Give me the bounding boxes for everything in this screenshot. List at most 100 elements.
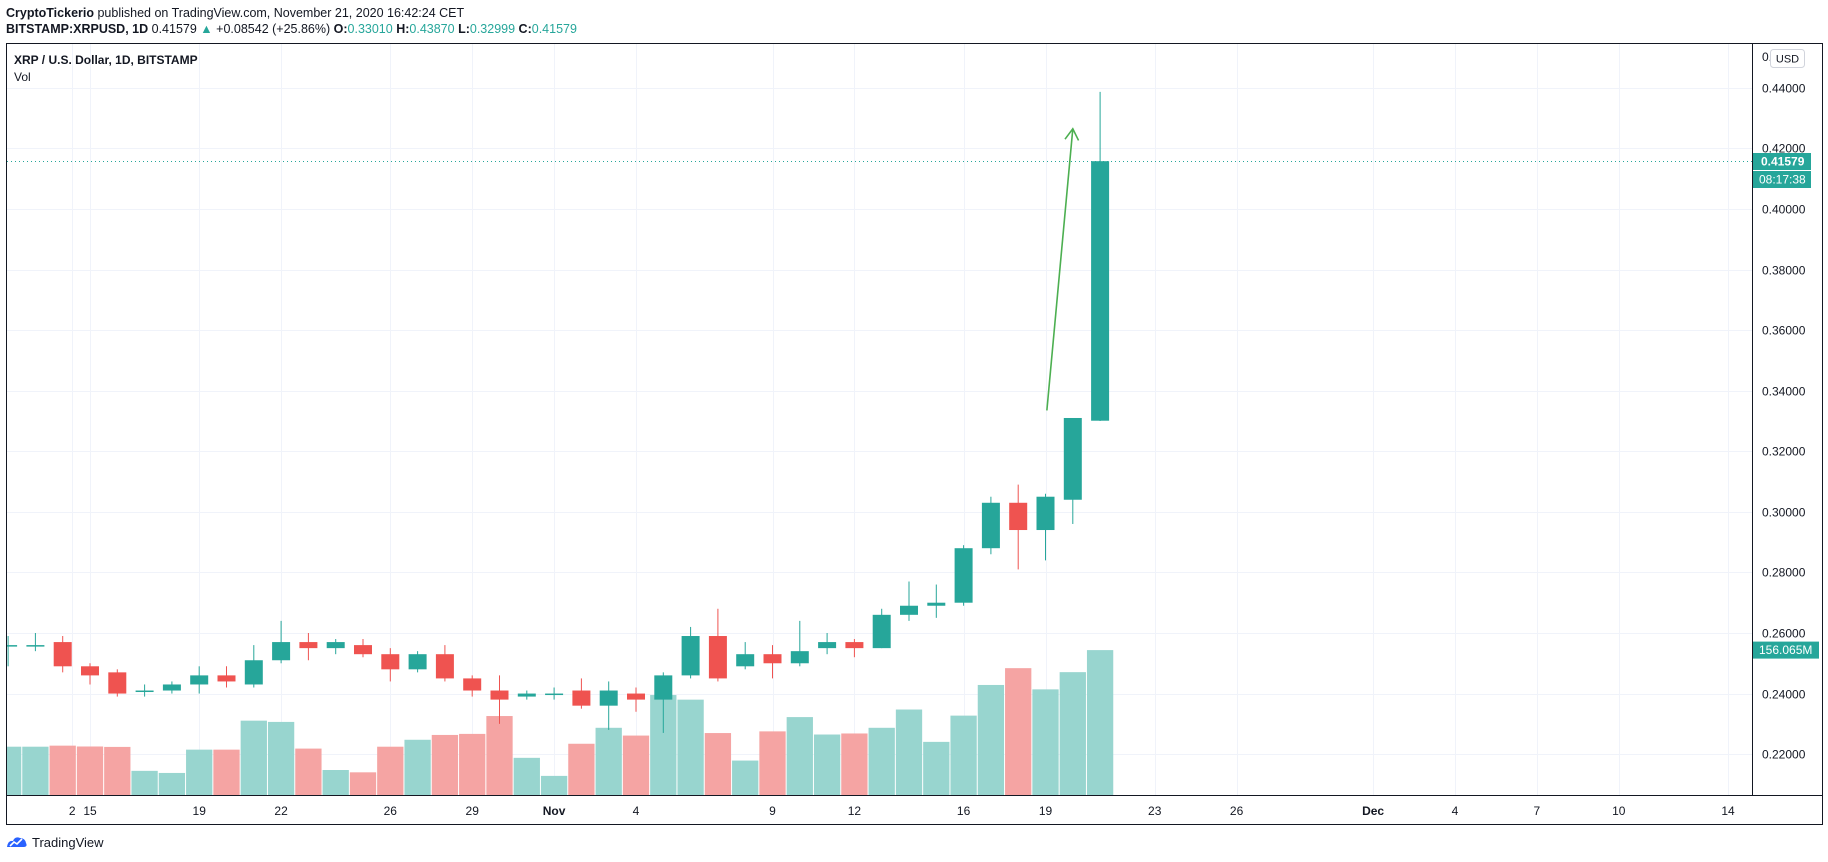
candle-body xyxy=(1091,161,1110,421)
time-tick-label: 29 xyxy=(466,804,480,818)
time-tick-label: Dec xyxy=(1362,804,1384,818)
volume-bar xyxy=(540,775,568,795)
price-tick-label: 0.38000 xyxy=(1762,264,1806,278)
ohlc-line: BITSTAMP:XRPUSD, 1D 0.41579 ▲ +0.08542 (… xyxy=(6,21,577,37)
candle-body xyxy=(1036,496,1055,531)
tradingview-brand[interactable]: TradingView xyxy=(6,834,104,850)
candle-body xyxy=(954,548,973,603)
price-tick-label: 0.30000 xyxy=(1762,506,1806,520)
price-tick-label: 0.44000 xyxy=(1762,82,1806,96)
volume-bar xyxy=(404,739,431,795)
price-tick-label: 0.32000 xyxy=(1762,445,1806,459)
time-tick-label: 16 xyxy=(957,804,971,818)
candle-body xyxy=(900,605,918,615)
candle-body xyxy=(736,654,755,667)
tradingview-logo-icon xyxy=(7,837,27,847)
time-tick-label: 26 xyxy=(1230,804,1244,818)
volume-bar xyxy=(704,733,732,795)
candle-body xyxy=(572,690,591,706)
time-tick-label: 2 xyxy=(69,804,76,818)
time-tick-label: 19 xyxy=(193,804,207,818)
candle-body xyxy=(1063,417,1082,500)
volume-bar xyxy=(459,733,486,795)
candle-body xyxy=(108,672,127,694)
volume-bar xyxy=(49,745,76,795)
time-tick-label: 26 xyxy=(384,804,398,818)
volume-tag xyxy=(1753,641,1819,659)
close-label: C: xyxy=(518,22,532,36)
time-tick-label: 9 xyxy=(769,804,776,818)
time-axis[interactable]: 2 15 19 22 26 29 Nov 4 9 12 16 19 23 26 Dec 4 7 10 14 xyxy=(69,804,1735,818)
chart-frame xyxy=(6,43,1823,825)
candle-body xyxy=(627,693,645,700)
open-value: 0.33010 xyxy=(347,22,393,36)
volume-bar xyxy=(732,760,759,795)
candle-body xyxy=(763,654,782,664)
volume-bar xyxy=(1005,668,1032,795)
volume-bar xyxy=(267,721,295,795)
volume-bar xyxy=(759,731,786,795)
time-tick-label: Nov xyxy=(543,804,566,818)
time-tick-label: 15 xyxy=(83,804,97,818)
candle-body xyxy=(490,690,509,700)
candle-body xyxy=(272,642,291,661)
currency-label: USD xyxy=(1776,54,1799,66)
candle-body xyxy=(1009,502,1028,531)
candle-body xyxy=(681,636,700,676)
volume-bar xyxy=(240,720,267,795)
candle-body xyxy=(135,690,154,693)
candle-body xyxy=(845,642,864,649)
time-tick-label: 4 xyxy=(633,804,640,818)
volume-bar xyxy=(895,709,923,795)
candle-body xyxy=(299,642,318,649)
trend-arrow-head xyxy=(1064,127,1080,141)
volume-bar xyxy=(486,716,513,795)
price-tick-label: 0.36000 xyxy=(1762,324,1806,338)
price-axis[interactable]: 0.44000 0.42000 0.40000 0.38000 0.36000 0.340… xyxy=(1762,82,1806,762)
price-tick-label: 0.34000 xyxy=(1762,385,1806,399)
candle-body xyxy=(190,675,209,685)
change-value: +0.08542 (+25.86%) xyxy=(216,22,331,36)
volume-bar xyxy=(131,770,158,795)
volume-bar xyxy=(923,741,950,795)
candlesticks xyxy=(7,91,1110,733)
price-axis-top-partial: 0. xyxy=(1762,50,1772,64)
volume-bar xyxy=(868,727,895,795)
volume-bar xyxy=(677,699,704,795)
candle-body xyxy=(53,642,72,667)
publish-line: CryptoTickerio published on TradingView.… xyxy=(6,5,577,21)
high-value: 0.43870 xyxy=(409,22,455,36)
volume-bar xyxy=(841,733,868,795)
candle-body xyxy=(654,675,673,700)
volume-bar xyxy=(950,715,977,795)
candle-body xyxy=(381,654,400,670)
volume-bar xyxy=(186,749,213,795)
low-value: 0.32999 xyxy=(469,22,516,36)
candle-body xyxy=(244,660,263,685)
chart-header: CryptoTickerio published on TradingView.… xyxy=(6,5,577,37)
trend-arrow[interactable] xyxy=(1046,127,1080,411)
candle-body xyxy=(354,645,372,655)
symbol-label: BITSTAMP:XRPUSD, 1D xyxy=(6,22,149,36)
volume-bar xyxy=(1086,650,1114,795)
volume-bar xyxy=(977,684,1005,795)
volume-tag-text: 156.065M xyxy=(1759,643,1812,657)
volume-bar xyxy=(158,772,186,795)
open-label: O: xyxy=(333,22,348,36)
candle-body xyxy=(26,645,45,647)
author-name[interactable]: CryptoTickerio xyxy=(6,6,94,20)
price-tick-label: 0.40000 xyxy=(1762,203,1806,217)
volume-bar xyxy=(295,748,322,795)
candle-body xyxy=(927,602,946,606)
countdown-text: 08:17:38 xyxy=(1759,173,1806,187)
volume-bar xyxy=(431,734,459,795)
currency-button[interactable] xyxy=(1770,49,1805,68)
candle-body xyxy=(599,690,618,706)
volume-bar xyxy=(104,746,131,795)
candle-body xyxy=(463,678,482,691)
time-tick-label: 23 xyxy=(1148,804,1162,818)
volume-bar xyxy=(322,770,349,795)
candle-body xyxy=(790,651,809,664)
candle-body xyxy=(162,684,181,691)
